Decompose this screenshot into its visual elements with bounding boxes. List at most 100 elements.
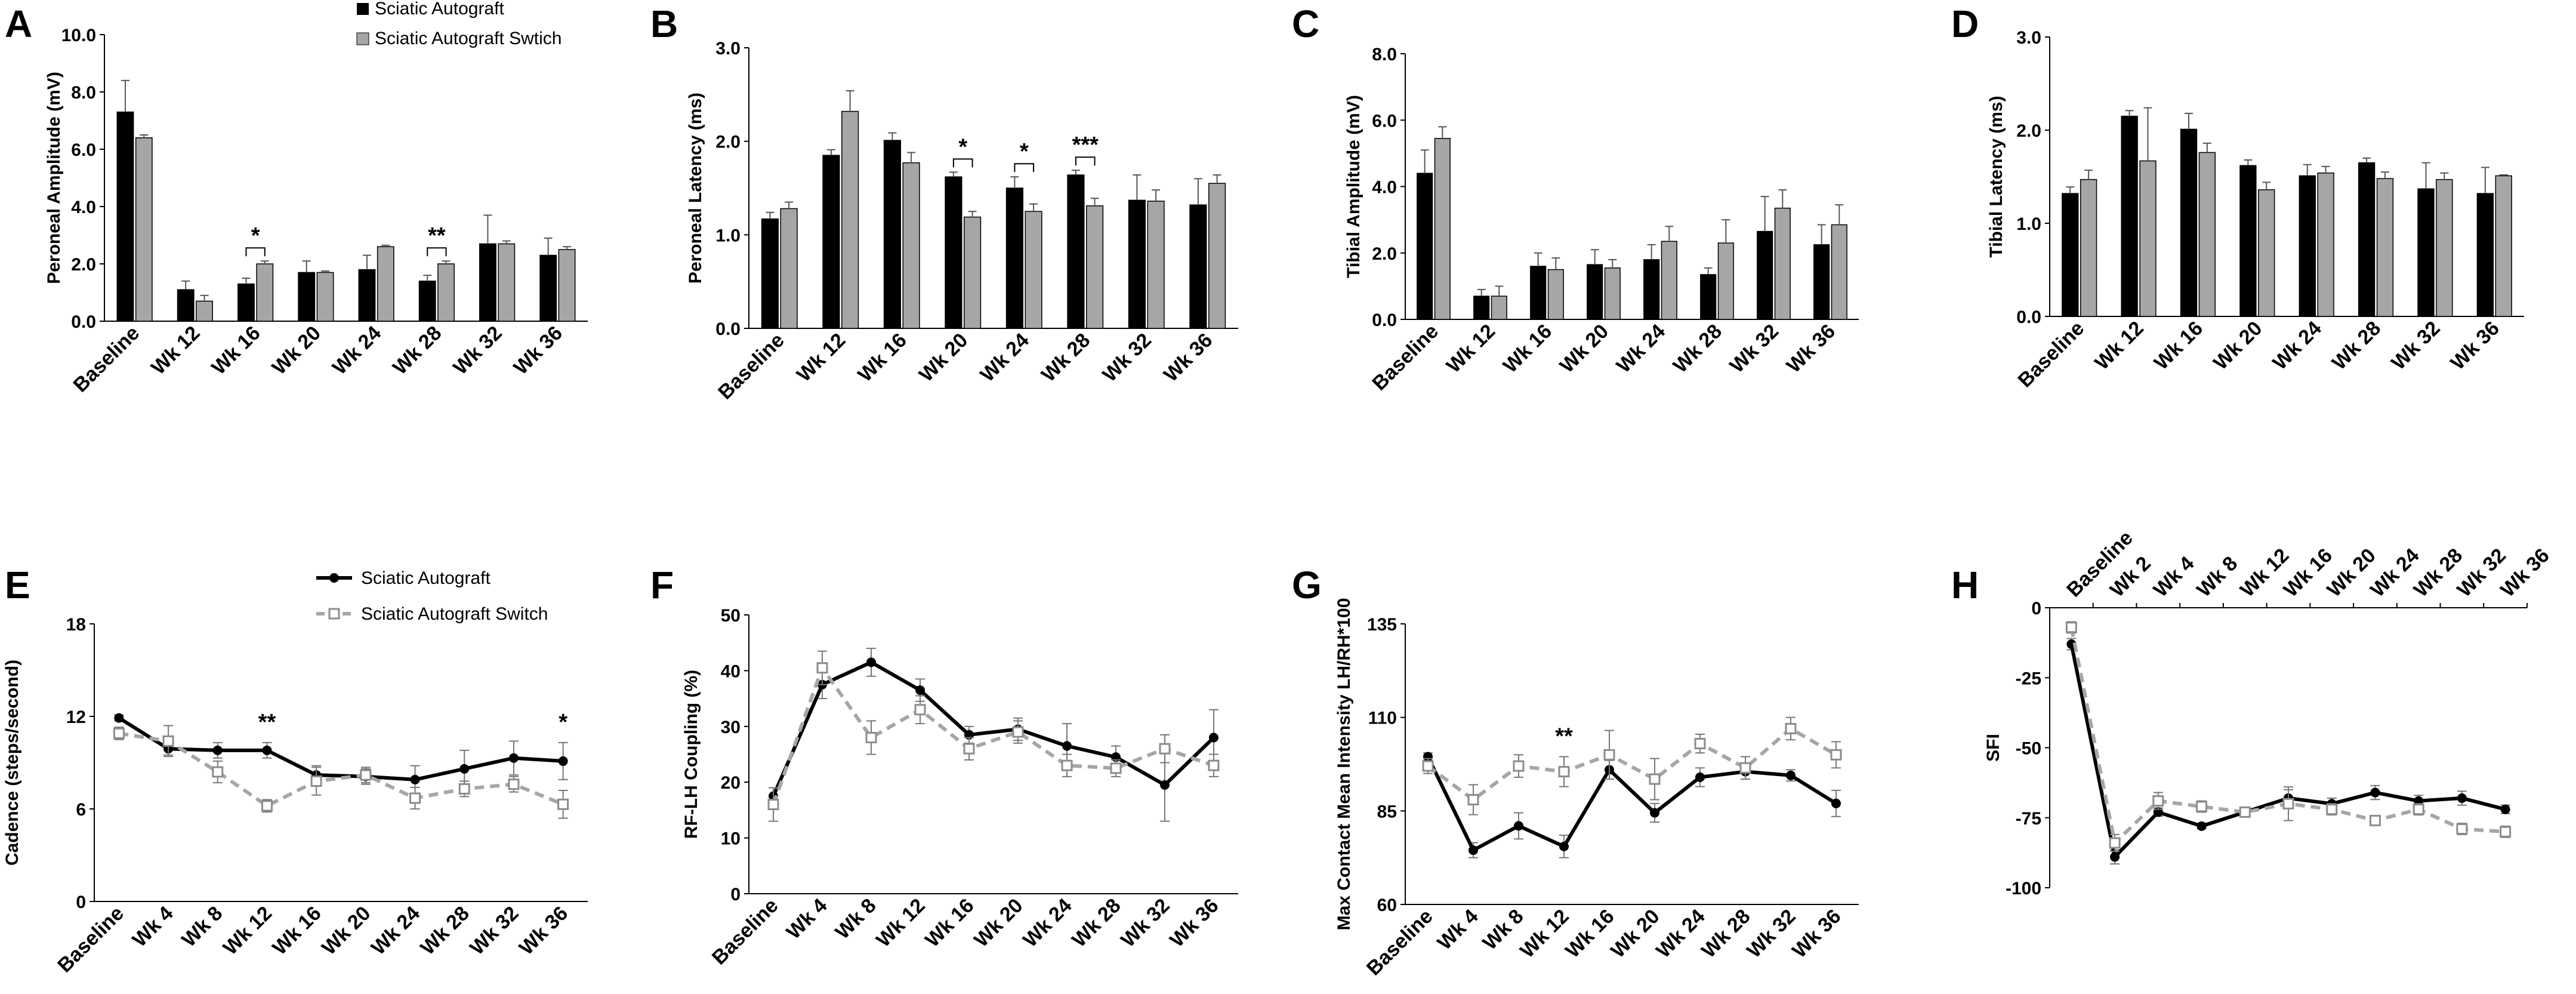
y-tick-label-h: 0 [2031,599,2041,618]
x-category-label-a: Wk 32 [449,322,506,379]
bar-a-s1 [256,263,274,322]
x-category-label-h: Wk 4 [2149,552,2199,602]
data-point-h-s0 [2500,804,2510,814]
data-point-f-s0 [866,657,876,667]
data-point-e-s1 [508,778,520,790]
bar-a-s1 [316,272,334,322]
data-point-h-s1 [2456,823,2468,835]
x-category-label-f: Wk 16 [921,894,978,952]
data-point-e-s1 [360,769,372,781]
bar-c-s0 [1757,230,1773,320]
bar-d-s0 [2239,165,2257,317]
y-tick-label-a: 10.0 [61,26,96,45]
data-point-e-s0 [212,745,223,755]
y-tick-label-d: 0.0 [2016,307,2041,327]
x-category-label-h: Wk 36 [2496,544,2553,601]
bar-b-s1 [1208,183,1226,329]
chart-d: 0.0 1.0 2.0 3.0 Baseline Wk 12 Wk 16 Wk 20 Wk 24… [1986,28,2524,392]
panel-letter-c: C [1292,2,1319,45]
data-point-f-s1 [1208,759,1220,771]
series-line-h-s0 [2069,644,2506,861]
bar-a-s1 [558,249,576,322]
x-category-label-a: Wk 16 [207,322,264,379]
x-category-label-g: Wk 16 [1561,905,1618,962]
data-point-f-s1 [1061,759,1073,771]
x-category-label-b: Wk 12 [792,329,850,386]
legend-marker-switch [328,608,340,620]
bar-c-s1 [1661,241,1677,320]
bar-b-s1 [1025,211,1042,329]
panel-letter-a: A [5,2,32,45]
x-category-label-b: Wk 32 [1099,329,1156,386]
y-tick-label-d: 2.0 [2016,121,2041,141]
y-tick-label-a: 8.0 [71,83,96,103]
bar-c-s1 [1491,296,1507,320]
data-point-g-s1 [1603,749,1615,761]
x-category-label-b: Wk 16 [854,329,911,386]
bar-d-s0 [2062,193,2079,317]
x-category-label-a: Wk 28 [388,322,446,379]
data-point-f-s1 [816,662,828,674]
bar-c-s1 [1717,242,1734,320]
x-category-label-g: Baseline [1362,905,1437,980]
data-point-f-s1 [767,799,779,811]
bar-d-s1 [2258,189,2275,317]
bar-a-s1 [377,246,394,322]
x-category-label-g: Wk 24 [1652,905,1709,962]
x-category-label-a: Wk 20 [268,322,325,379]
bar-a-s0 [418,281,436,322]
data-point-g-s0 [1695,772,1705,782]
panel-letter-f: F [650,564,674,607]
x-category-label-c: Wk 16 [1499,320,1556,377]
x-category-label-c: Wk 28 [1669,320,1726,377]
x-category-label-e: Wk 20 [317,902,375,959]
y-tick-label-h: -100 [2006,879,2041,898]
x-category-label-f: Wk 4 [782,894,832,944]
x-category-label-c: Wk 12 [1442,320,1500,377]
y-tick-label-b: 2.0 [715,133,741,152]
x-category-label-f: Wk 36 [1165,894,1223,952]
y-axis-label-b: Peroneal Latency (ms) [686,93,705,284]
x-category-label-f: Wk 20 [970,894,1027,952]
bar-b-s1 [780,208,798,329]
data-point-e-s1 [113,727,125,739]
y-tick-label-g: 135 [1367,615,1397,635]
x-category-label-f: Wk 24 [1019,894,1076,952]
bar-b-s1 [902,162,920,329]
bar-d-s0 [2476,193,2494,317]
bar-d-s0 [2121,115,2138,317]
y-tick-label-g: 85 [1377,802,1397,821]
legend-swatch-switch [356,32,369,45]
bar-d-s0 [2358,162,2376,317]
x-category-label-h: Wk 20 [2323,544,2380,601]
x-category-label-a: Wk 24 [328,322,385,379]
data-point-g-s1 [1694,738,1706,750]
x-category-label-c: Wk 36 [1782,320,1840,377]
bar-d-s1 [2495,175,2512,317]
bar-b-s1 [1147,201,1165,329]
y-tick-label-g: 110 [1368,709,1397,728]
bar-a-s1 [135,137,153,322]
data-point-e-s1 [557,798,569,810]
panel-letter-g: G [1292,564,1322,607]
bar-d-s1 [2376,178,2394,317]
x-category-label-g: Wk 20 [1606,905,1664,962]
x-category-label-e: Wk 4 [128,902,178,952]
bar-c-s0 [1473,296,1490,320]
legend-marker-autograft [329,573,339,583]
data-point-h-s0 [2457,793,2467,803]
data-point-e-s0 [558,756,568,766]
data-point-f-s1 [914,704,926,716]
y-tick-label-h: -50 [2016,739,2041,759]
bar-a-s0 [177,289,195,322]
significance-label-b: * [958,134,967,159]
data-point-g-s0 [1831,798,1841,808]
data-point-e-s0 [410,774,420,784]
x-category-label-c: Wk 20 [1556,320,1613,377]
significance-bracket-a [245,247,266,257]
panel-letter-d: D [1951,2,1979,45]
significance-label-g: ** [1555,724,1573,749]
